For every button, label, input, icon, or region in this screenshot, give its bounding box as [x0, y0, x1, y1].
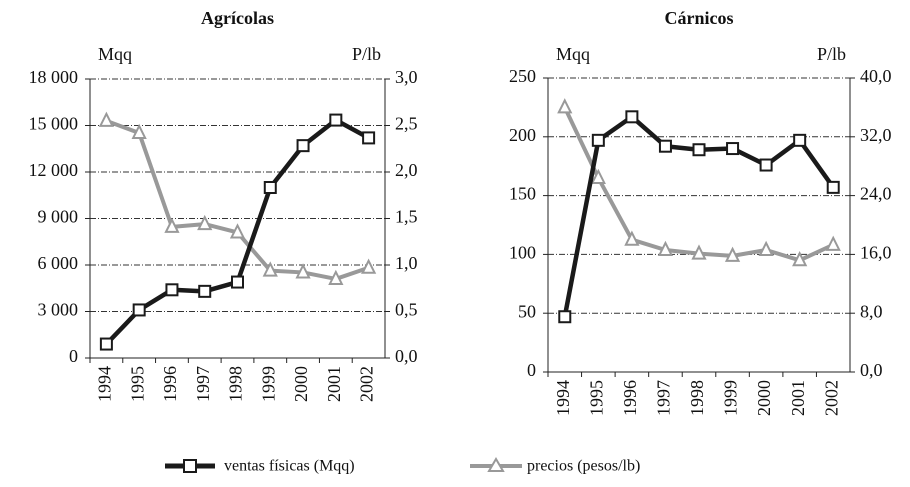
- y2-tick-label: 2,5: [395, 114, 418, 134]
- y2-axis-label: P/lb: [817, 44, 846, 64]
- y2-tick-label: 32,0: [860, 125, 892, 145]
- y2-tick-label: 8,0: [860, 301, 883, 321]
- series-line: [105, 118, 370, 281]
- point: [98, 111, 115, 127]
- y2-tick-label: 1,5: [395, 207, 418, 227]
- point: [263, 181, 277, 194]
- point: [164, 217, 180, 233]
- x-tick-label: 1998: [226, 366, 246, 402]
- point: [759, 158, 773, 172]
- point: [590, 168, 606, 184]
- point: [726, 142, 740, 156]
- point: [792, 251, 808, 267]
- y2-tick-label: 3,0: [395, 67, 418, 87]
- point: [197, 214, 213, 231]
- x-tick-label: 1995: [586, 380, 606, 416]
- x-tick-label: 1995: [127, 366, 147, 402]
- legend-marker: [183, 459, 197, 473]
- x-tick-label: 2002: [357, 366, 377, 402]
- point: [165, 283, 179, 297]
- x-tick-label: 2000: [754, 380, 774, 416]
- y-tick-label: 250: [509, 66, 536, 86]
- x-tick-label: 1998: [687, 380, 707, 416]
- point: [658, 139, 672, 153]
- legend-label: ventas físicas (Mqq): [224, 458, 355, 475]
- point: [231, 275, 244, 289]
- point: [198, 284, 212, 298]
- point: [591, 133, 605, 147]
- x-tick-label: 2001: [788, 380, 808, 416]
- point: [758, 240, 774, 256]
- point: [362, 131, 376, 145]
- y-tick-label: 0: [69, 346, 78, 366]
- y2-tick-label: 16,0: [860, 243, 892, 263]
- point: [295, 263, 311, 279]
- y-tick-label: 6 000: [38, 253, 79, 273]
- x-tick-label: 1996: [160, 366, 180, 402]
- point: [296, 139, 310, 153]
- x-tick-label: 1997: [193, 366, 213, 402]
- y2-axis-label: P/lb: [352, 44, 381, 64]
- point: [625, 110, 639, 124]
- y-tick-label: 200: [509, 125, 536, 145]
- point: [329, 113, 343, 127]
- point: [624, 230, 640, 246]
- y2-tick-label: 1,0: [395, 253, 418, 273]
- y2-tick-label: 24,0: [860, 184, 892, 204]
- y-tick-label: 9 000: [38, 207, 79, 227]
- y-tick-label: 3 000: [38, 300, 79, 320]
- x-tick-label: 1999: [721, 380, 741, 416]
- point: [724, 246, 741, 262]
- y-tick-label: 15 000: [29, 114, 79, 134]
- x-tick-label: 1994: [553, 380, 573, 416]
- point: [826, 180, 840, 194]
- point: [793, 133, 807, 147]
- y2-tick-label: 0,0: [395, 346, 418, 366]
- x-tick-label: 1999: [258, 366, 278, 402]
- x-tick-label: 1997: [654, 380, 674, 416]
- y-tick-label: 12 000: [29, 160, 79, 180]
- point: [99, 337, 113, 351]
- y-axis-label: Mqq: [556, 44, 590, 64]
- y2-tick-label: 0,0: [860, 360, 883, 380]
- point: [657, 240, 674, 256]
- chart-title: Cárnicos: [665, 8, 734, 28]
- point: [360, 258, 377, 274]
- x-tick-label: 2002: [821, 380, 841, 416]
- y-axis-label: Mqq: [98, 44, 132, 64]
- y-tick-label: 100: [509, 243, 536, 263]
- y2-tick-label: 0,5: [395, 300, 418, 320]
- legend-marker: [487, 457, 505, 472]
- point: [132, 303, 146, 317]
- point: [557, 98, 573, 114]
- x-tick-label: 1996: [620, 380, 640, 416]
- y-tick-label: 0: [527, 360, 536, 380]
- y2-tick-label: 40,0: [860, 66, 892, 86]
- x-tick-label: 2001: [324, 366, 344, 402]
- point: [328, 269, 344, 285]
- x-tick-label: 2000: [291, 366, 311, 402]
- chart-title: Agrícolas: [201, 8, 274, 28]
- point: [825, 235, 841, 251]
- point: [691, 244, 707, 260]
- y-tick-label: 50: [518, 301, 536, 321]
- x-tick-label: 1994: [95, 366, 115, 402]
- y2-tick-label: 2,0: [395, 160, 418, 180]
- point: [692, 143, 706, 157]
- point: [262, 261, 278, 277]
- point: [558, 310, 572, 324]
- legend-label: precios (pesos/lb): [527, 458, 640, 475]
- point: [131, 123, 147, 139]
- point: [229, 223, 246, 239]
- y-tick-label: 18 000: [29, 67, 79, 87]
- y-tick-label: 150: [509, 184, 536, 204]
